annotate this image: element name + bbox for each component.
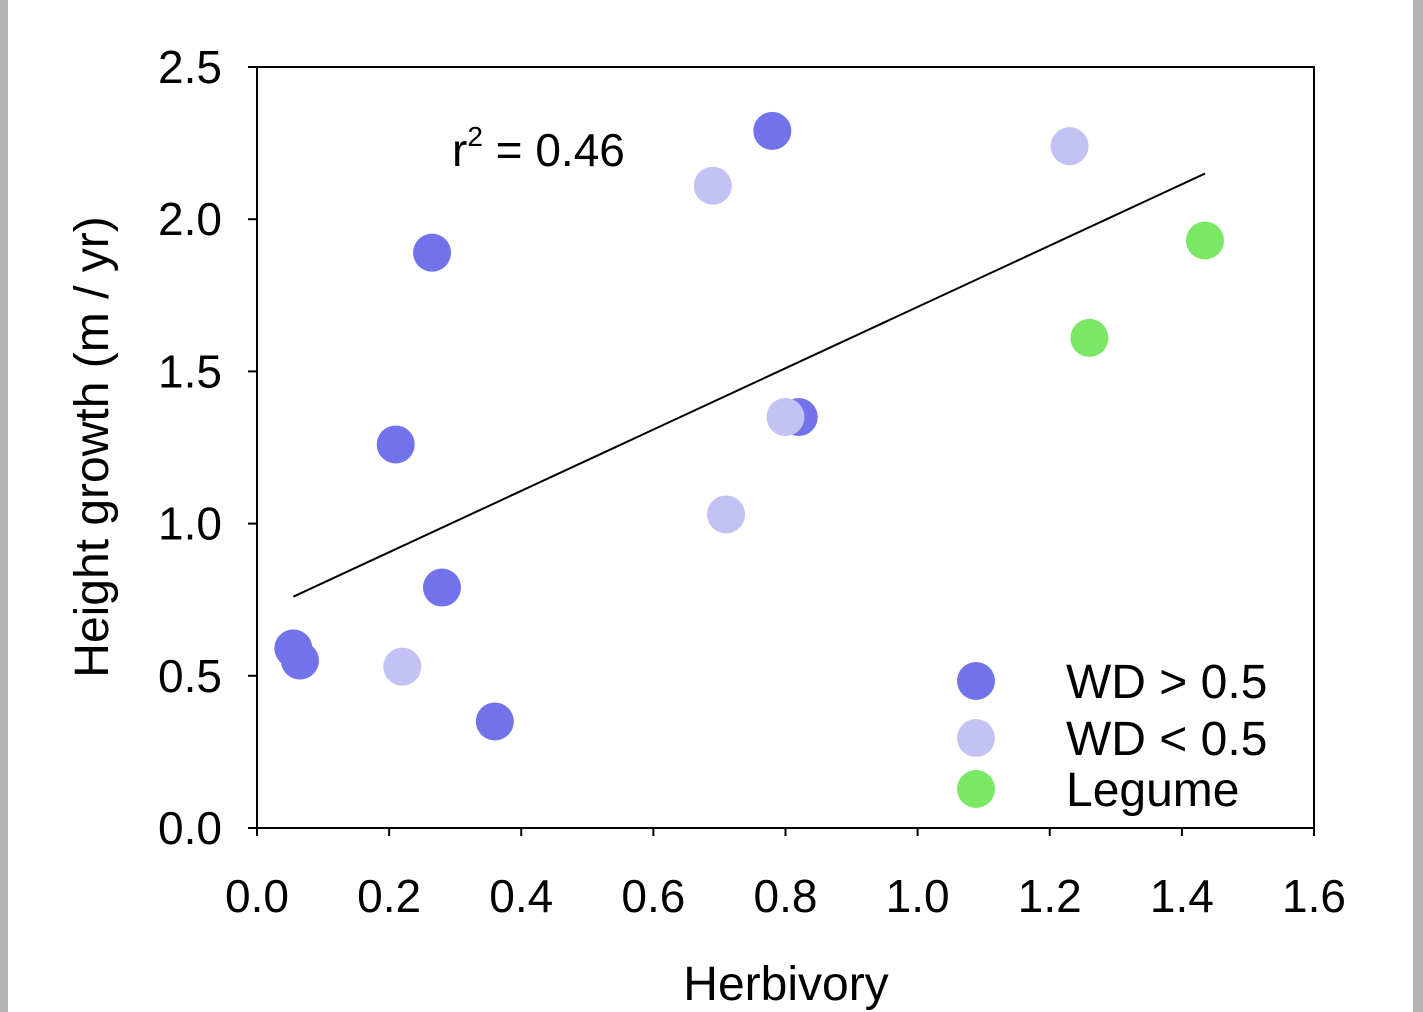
point-wd-0-5: [383, 647, 422, 686]
y-axis-label: Height growth (m / yr): [66, 216, 119, 677]
y-tick-label: 2.5: [158, 41, 222, 93]
point-wd-0-5: [1050, 127, 1089, 166]
legend-label: WD > 0.5: [1066, 656, 1267, 709]
x-axis-label: Herbivory: [683, 958, 888, 1011]
y-tick-label: 0.0: [158, 802, 222, 854]
data-points: [274, 111, 1224, 741]
x-tick-label: 0.8: [754, 870, 818, 922]
legend-label: WD < 0.5: [1066, 713, 1267, 766]
point-wd-0-5: [475, 702, 514, 741]
x-tick-label: 1.6: [1282, 870, 1346, 922]
legend-marker: [957, 770, 995, 808]
point-wd-0-5: [753, 111, 792, 150]
point-wd-0-5: [422, 568, 461, 607]
annotation-base: r: [452, 124, 467, 176]
annotation-superscript: 2: [467, 121, 483, 152]
y-tick-label: 0.5: [158, 650, 222, 702]
point-legume: [1070, 318, 1109, 357]
annotation-rest: = 0.46: [483, 124, 625, 176]
x-tick-label: 0.0: [225, 870, 289, 922]
y-axis: 0.0 0.5 1.0 1.5 2.0 2.5: [158, 41, 257, 854]
point-wd-0-5: [766, 398, 805, 437]
legend-marker: [957, 662, 995, 700]
x-tick-label: 0.2: [357, 870, 421, 922]
y-tick-label: 2.0: [158, 193, 222, 245]
x-tick-label: 1.4: [1150, 870, 1214, 922]
legend-marker: [957, 719, 995, 757]
x-tick-label: 0.4: [489, 870, 553, 922]
point-wd-0-5: [376, 425, 415, 464]
x-tick-label: 0.6: [621, 870, 685, 922]
point-wd-0-5: [707, 495, 746, 534]
point-wd-0-5: [280, 641, 319, 680]
y-tick-label: 1.0: [158, 498, 222, 550]
scatter-chart: 0.0 0.2 0.4 0.6 0.8 1.0 1.2 1.4 1.6 0.0 0.5 1.0 1.5…: [66, 41, 1346, 1011]
x-tick-label: 1.2: [1018, 870, 1082, 922]
point-legume: [1185, 221, 1224, 260]
trend-line: [292, 172, 1206, 598]
point-wd-0-5: [413, 233, 452, 272]
legend-label: Legume: [1066, 764, 1239, 817]
y-tick-label: 1.5: [158, 345, 222, 397]
point-wd-0-5: [693, 166, 732, 205]
annotation: r2 = 0.46: [452, 121, 625, 176]
x-tick-label: 1.0: [886, 870, 950, 922]
x-axis: 0.0 0.2 0.4 0.6 0.8 1.0 1.2 1.4 1.6: [225, 828, 1346, 922]
